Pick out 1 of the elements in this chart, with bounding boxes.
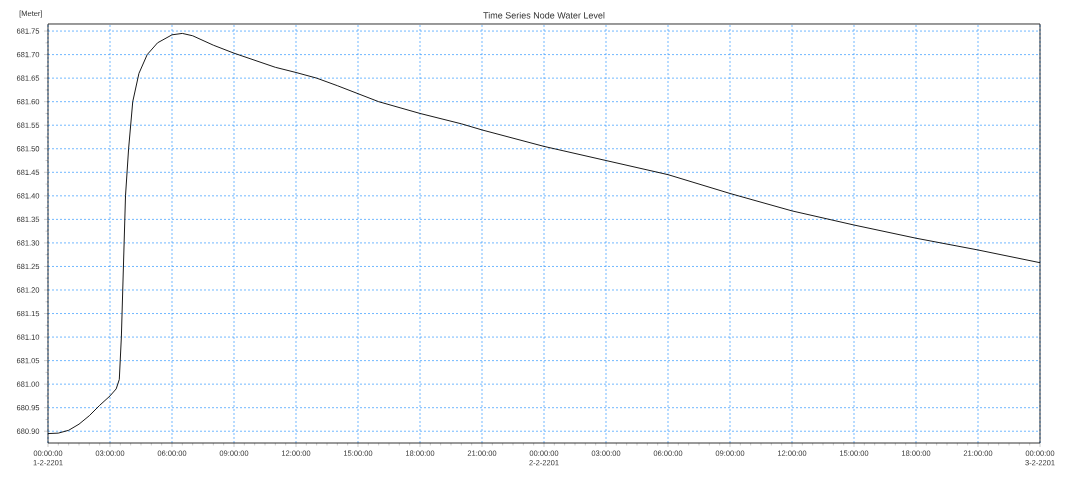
chart-title: Time Series Node Water Level bbox=[483, 11, 605, 19]
